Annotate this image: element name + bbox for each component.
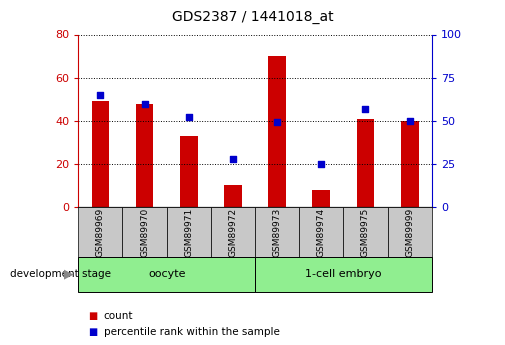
Bar: [313, 190, 330, 207]
Bar: [167, 207, 211, 257]
Text: GSM89969: GSM89969: [96, 207, 105, 257]
Text: ■: ■: [88, 327, 97, 337]
Text: GSM89972: GSM89972: [228, 207, 237, 257]
Bar: [401, 121, 419, 207]
Text: GDS2387 / 1441018_at: GDS2387 / 1441018_at: [172, 10, 333, 24]
Point: [273, 120, 281, 125]
Bar: [357, 119, 374, 207]
Bar: [78, 257, 255, 292]
Bar: [343, 207, 388, 257]
Text: ▶: ▶: [64, 268, 73, 281]
Bar: [255, 257, 432, 292]
Bar: [91, 101, 109, 207]
Text: GSM89970: GSM89970: [140, 207, 149, 257]
Text: count: count: [104, 311, 133, 321]
Bar: [78, 207, 123, 257]
Bar: [388, 207, 432, 257]
Text: GSM89999: GSM89999: [405, 207, 414, 257]
Point: [229, 156, 237, 161]
Text: percentile rank within the sample: percentile rank within the sample: [104, 327, 279, 337]
Text: GSM89971: GSM89971: [184, 207, 193, 257]
Text: oocyte: oocyte: [148, 269, 185, 279]
Bar: [299, 207, 343, 257]
Text: 1-cell embryo: 1-cell embryo: [305, 269, 382, 279]
Bar: [268, 56, 286, 207]
Bar: [180, 136, 197, 207]
Bar: [224, 186, 242, 207]
Text: GSM89975: GSM89975: [361, 207, 370, 257]
Bar: [136, 104, 154, 207]
Text: GSM89973: GSM89973: [273, 207, 282, 257]
Text: GSM89974: GSM89974: [317, 207, 326, 257]
Point: [406, 118, 414, 124]
Text: ■: ■: [88, 311, 97, 321]
Text: development stage: development stage: [10, 269, 111, 279]
Point: [96, 92, 105, 98]
Bar: [211, 207, 255, 257]
Point: [140, 101, 148, 106]
Point: [362, 106, 370, 111]
Point: [317, 161, 325, 167]
Bar: [123, 207, 167, 257]
Point: [185, 115, 193, 120]
Bar: [255, 207, 299, 257]
